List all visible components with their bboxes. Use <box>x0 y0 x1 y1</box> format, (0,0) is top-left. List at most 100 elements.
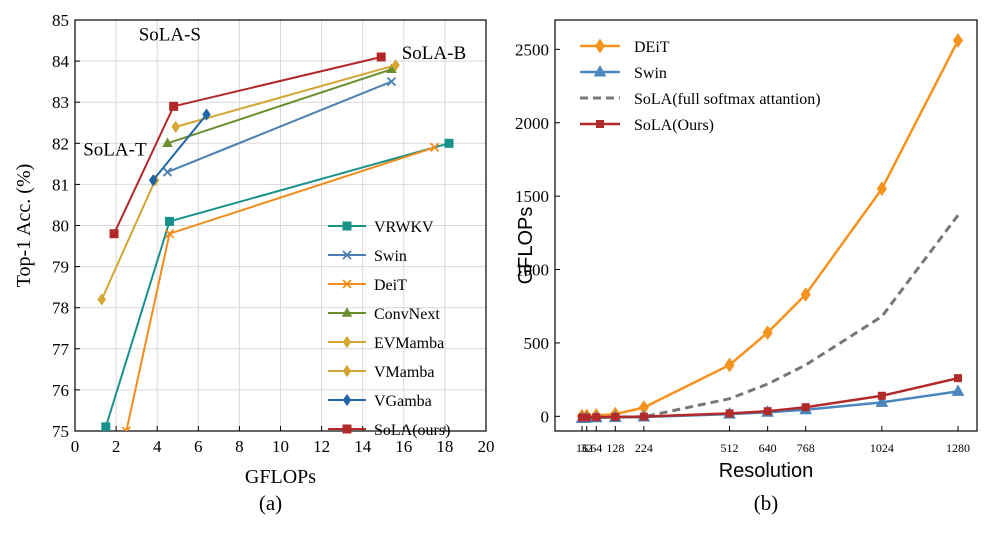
chart-a-line-evmamba <box>100 179 157 300</box>
chart-a-legend-marker-swin <box>342 250 352 260</box>
chart-a-legend-label-vmamba: VMamba <box>374 364 434 381</box>
chart-a-legend-label-evmamba: EVMamba <box>374 335 444 352</box>
chart-b-point-sola-ours <box>639 412 648 421</box>
chart-a-annotation-sola-b: SoLA-B <box>402 43 466 64</box>
chart-a-series-sola-ours <box>109 52 386 239</box>
chart-a-y-tick-label: 84 <box>52 52 70 71</box>
chart-a-point-vrwkv <box>101 422 111 431</box>
chart-a-legend-marker-evmamba <box>342 335 352 349</box>
chart-b-series-deit <box>576 33 964 424</box>
chart-a-legend-label-vrwkv: VRWKV <box>374 219 434 236</box>
chart-b-y-tick-label: 0 <box>541 407 550 426</box>
chart-b-point-sola-ours <box>592 413 601 422</box>
chart-b-x-tick-label: 32 <box>581 441 593 455</box>
chart-a-x-axis-label: GFLOPs <box>245 466 316 488</box>
chart-b-x-tick-label: 640 <box>759 441 777 455</box>
chart-b-point-sola-ours <box>763 407 772 416</box>
chart-a-legend-marker-convnext <box>341 307 353 317</box>
chart-b-x-tick-label: 224 <box>635 441 653 455</box>
chart-b-line-sola-ours <box>582 376 959 419</box>
chart-a-line-vgamba <box>152 113 208 181</box>
chart-b-x-tick-label: 1024 <box>870 441 894 455</box>
chart-a-y-tick-label: 78 <box>52 299 69 318</box>
chart-a-point-vmamba <box>391 59 400 72</box>
chart-b-point-deit <box>952 33 964 48</box>
chart-b-y-tick-label: 2500 <box>515 40 549 59</box>
chart-a-y-tick-label: 80 <box>52 217 69 236</box>
chart-a-point-sola-ours <box>376 52 386 62</box>
chart-b-x-tick-label: 512 <box>721 441 739 455</box>
chart-a-legend-label-swin: Swin <box>374 248 407 265</box>
chart-b-point-sola-ours <box>582 413 591 422</box>
chart-a: 0 2 4 6 8 10 12 14 16 18 207576777879808182838485 … <box>13 11 495 515</box>
chart-a-point-convnext <box>162 137 173 147</box>
chart-a-y-tick-label: 76 <box>52 381 69 400</box>
chart-b-x-tick-label: 768 <box>797 441 815 455</box>
chart-b-series-sola-ours <box>578 374 962 422</box>
chart-a-series-swin <box>162 77 397 177</box>
chart-b-point-sola-ours <box>954 374 962 383</box>
chart-b-x-axis-label: Resolution <box>719 460 814 482</box>
chart-a-x-tick-label: 20 <box>478 437 495 456</box>
chart-a-line-sola-ours <box>113 56 382 235</box>
chart-b-point-sola-ours <box>611 412 620 421</box>
chart-a-point-sola-ours <box>169 101 179 111</box>
chart-a-x-tick-label: 16 <box>395 437 412 456</box>
chart-a-legend-label-vgamba: VGamba <box>374 393 432 410</box>
chart-a-line-convnext <box>167 68 392 145</box>
chart-b-y-tick-label: 1500 <box>515 187 549 206</box>
chart-b-point-deit <box>762 325 773 341</box>
chart-a-legend-label-convnext: ConvNext <box>374 306 440 323</box>
chart-a-legend-marker-vrwkv <box>342 221 352 231</box>
chart-a-point-vgamba <box>148 174 158 187</box>
chart-a-x-tick-label: 8 <box>235 437 244 456</box>
chart-a-point-deit <box>164 229 175 239</box>
chart-a-point-vmamba <box>171 120 180 133</box>
chart-a-y-tick-label: 77 <box>52 340 70 359</box>
chart-a-legend-marker-deit <box>342 279 352 289</box>
chart-a-y-tick-label: 75 <box>52 422 69 441</box>
chart-a-x-tick-label: 10 <box>272 437 289 456</box>
chart-a-point-deit <box>429 142 440 153</box>
chart-b-legend-marker-sola-ours <box>596 120 604 128</box>
chart-b-point-sola-ours <box>725 409 734 418</box>
chart-b-legend-label-swin: Swin <box>634 65 667 82</box>
chart-a-x-tick-label: 4 <box>153 437 162 456</box>
chart-b-legend-label-sola-full-softmax-attantion: SoLA(full softmax attantion) <box>634 91 821 108</box>
chart-a-panel-label: (a) <box>259 491 282 515</box>
chart-b-plot-area <box>554 19 978 432</box>
chart-a-y-axis-label: Top-1 Acc. (%) <box>13 164 35 288</box>
chart-a-legend-marker-vgamba <box>342 393 352 407</box>
chart-b-point-deit <box>724 357 735 373</box>
chart-a-series-deit <box>121 142 440 431</box>
chart-b-point-swin <box>951 384 965 396</box>
chart-a-point-deit <box>121 426 132 431</box>
chart-a-line-swin <box>167 80 392 173</box>
chart-b-y-tick-label: 500 <box>524 334 550 353</box>
chart-a-x-tick-label: 0 <box>71 437 80 456</box>
chart-a-legend-label-deit: DeiT <box>374 277 407 294</box>
chart-b-legend-label-sola-ours: SoLA(Ours) <box>634 117 714 134</box>
chart-a-point-swin <box>162 167 173 177</box>
chart-a-x-tick-label: 6 <box>194 437 203 456</box>
chart-b-point-deit <box>876 181 887 197</box>
chart-a-x-tick-label: 14 <box>354 437 372 456</box>
chart-b-y-tick-label: 1000 <box>515 261 549 280</box>
chart-a-series-vgamba <box>148 108 211 187</box>
chart-a-y-tick-label: 85 <box>52 11 69 30</box>
chart-b-point-sola-ours <box>801 403 810 412</box>
chart-b-legend-marker-swin <box>593 64 607 77</box>
chart-a-x-tick-label: 2 <box>112 437 121 456</box>
chart-a-point-evmamba <box>97 293 106 306</box>
chart-a-point-vrwkv <box>165 216 175 226</box>
chart-a-y-tick-label: 82 <box>52 134 69 153</box>
chart-a-legend-marker-sola-ours <box>342 424 352 434</box>
chart-b-legend-marker-deit <box>594 38 606 54</box>
chart-b-point-deit <box>800 287 811 302</box>
chart-a-point-swin <box>386 77 397 87</box>
chart-b-x-tick-label: 64 <box>590 441 602 455</box>
chart-b-panel-label: (b) <box>754 491 779 515</box>
chart-a-series-convnext <box>162 63 397 147</box>
